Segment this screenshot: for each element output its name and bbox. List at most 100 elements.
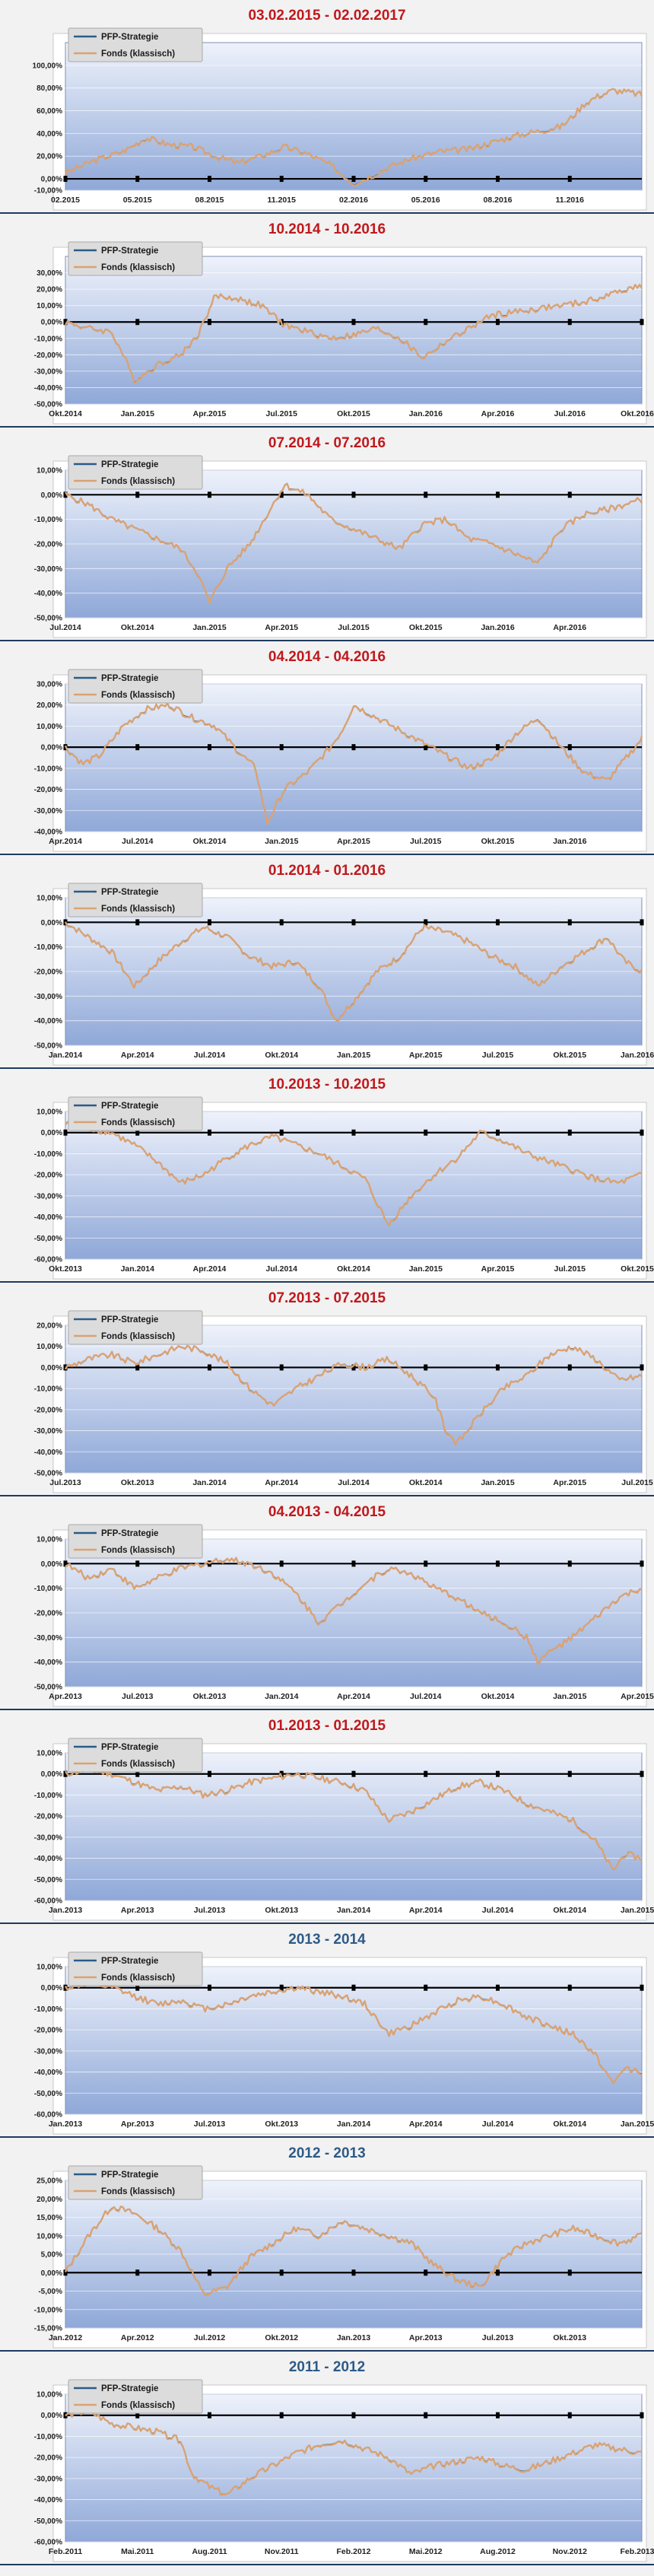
zero-line-marker	[640, 1129, 644, 1136]
y-tick-label: -50,00%	[34, 615, 62, 623]
y-tick-label: -20,00%	[34, 351, 62, 360]
y-tick-label: -10,00%	[34, 187, 62, 196]
x-tick-label: Okt.2016	[621, 409, 654, 418]
y-tick-label: 60,00%	[37, 107, 62, 116]
y-tick-label: 10,00%	[37, 2232, 62, 2240]
zero-line-marker	[135, 1560, 140, 1567]
zero-line-marker	[424, 2412, 428, 2419]
y-tick-label: -40,00%	[34, 1855, 62, 1863]
zero-line-marker	[351, 491, 356, 498]
chart-title: 2012 - 2013	[288, 2145, 365, 2161]
x-tick-label: Jul.2014	[122, 837, 154, 846]
zero-line-marker	[496, 2412, 500, 2419]
zero-line-marker	[279, 1984, 284, 1991]
y-tick-label: -20,00%	[34, 2027, 62, 2035]
y-tick-label: -30,00%	[34, 1427, 62, 1436]
x-tick-label: Okt.2015	[621, 1264, 654, 1274]
x-tick-label: Jan.2014	[337, 2120, 371, 2129]
x-tick-label: 05.2015	[123, 196, 152, 205]
y-tick-label: -50,00%	[34, 1876, 62, 1884]
legend-box	[68, 2379, 203, 2414]
y-tick-label: 0,00%	[41, 319, 62, 327]
zero-line-marker	[567, 1129, 572, 1136]
x-tick-label: Jan.2015	[481, 1478, 515, 1487]
x-tick-label: Apr.2013	[121, 2120, 154, 2129]
y-tick-label: -20,00%	[34, 541, 62, 549]
legend-label: PFP-Strategie	[101, 1743, 158, 1752]
legend-label: PFP-Strategie	[101, 2171, 158, 2180]
chart-title: 2011 - 2012	[289, 2359, 365, 2375]
x-tick-label: Apr.2015	[337, 837, 370, 846]
x-tick-label: Jan.2015	[337, 1051, 371, 1060]
chart-panel: 2012 - 2013 -15,00% -10,00% -5,00% 0,00% 5,00…	[0, 2138, 654, 2352]
x-tick-label: Apr.2015	[265, 623, 298, 632]
legend: PFP-Strategie Fonds (klassisch)	[68, 241, 203, 276]
chart-title: 07.2013 - 07.2015	[268, 1290, 386, 1306]
y-tick-label: 10,00%	[37, 467, 62, 475]
y-tick-label: -10,00%	[34, 2433, 62, 2441]
y-tick-label: 0,00%	[41, 744, 62, 752]
zero-line-marker	[567, 2269, 572, 2276]
x-tick-label: Jan.2013	[49, 1906, 83, 1915]
y-tick-label: 100,00%	[33, 62, 63, 70]
zero-line-marker	[567, 1770, 572, 1777]
x-tick-label: Jul.2015	[410, 837, 442, 846]
zero-line-marker	[208, 1364, 211, 1371]
x-tick-label: Apr.2015	[409, 1051, 443, 1060]
zero-line-marker	[351, 1364, 356, 1371]
x-tick-label: Feb.2011	[49, 2547, 83, 2556]
zero-line-marker	[208, 2412, 211, 2419]
y-tick-label: -50,00%	[34, 1042, 62, 1051]
series-fonds-klassisch	[64, 2206, 643, 2297]
zero-line-marker	[640, 2412, 644, 2419]
chart-svg: 01.2013 - 01.2015 -60,00% -50,00% -40,00% -3…	[34, 1718, 654, 1921]
legend-label: PFP-Strategie	[101, 888, 158, 897]
y-tick-label: -20,00%	[34, 968, 62, 977]
series-fonds-klassisch	[64, 1766, 643, 1871]
chart-svg: 10.2013 - 10.2015 -60,00% -50,00% -40,00% -3…	[34, 1077, 654, 1280]
plot-area	[65, 2393, 643, 2543]
chart-svg: 04.2014 - 04.2016 -40,00% -30,00% -20,00% -1…	[34, 649, 647, 852]
zero-line-marker	[424, 491, 428, 498]
y-tick-label: 10,00%	[37, 723, 62, 731]
x-tick-label: Feb.2012	[337, 2547, 371, 2556]
zero-line-marker	[424, 1364, 428, 1371]
zero-line-marker	[640, 1770, 644, 1777]
zero-line-marker	[279, 2412, 284, 2419]
y-tick-label: -30,00%	[34, 1833, 62, 1842]
x-tick-label: Jan.2016	[553, 837, 587, 846]
x-tick-label: Okt.2013	[49, 1264, 82, 1274]
x-tick-label: Jul.2014	[482, 2120, 514, 2129]
zero-line-marker	[496, 1364, 500, 1371]
x-tick-label: 02.2016	[339, 196, 368, 205]
zero-line-marker	[63, 1560, 68, 1567]
x-tick-label: Apr.2013	[49, 1692, 82, 1701]
y-tick-label: 0,00%	[41, 1560, 62, 1569]
x-tick-label: Apr.2014	[265, 1478, 298, 1487]
chart-panel: 01.2014 - 01.2016 -50,00% -40,00% -30,00% -2…	[0, 855, 654, 1069]
y-tick-label: 20,00%	[37, 701, 62, 710]
y-tick-label: -10,00%	[34, 765, 62, 773]
x-tick-label: Jul.2013	[194, 2120, 226, 2129]
y-tick-label: 15,00%	[37, 2214, 62, 2222]
x-tick-label: Okt.2013	[553, 2333, 586, 2342]
chart-title: 04.2013 - 04.2015	[268, 1504, 386, 1520]
chart-svg: 01.2014 - 01.2016 -50,00% -40,00% -30,00% -2…	[34, 863, 654, 1066]
x-tick-label: Jul.2015	[554, 1264, 586, 1274]
zero-line-marker	[424, 1984, 428, 1991]
x-tick-label: Jan.2015	[121, 409, 155, 418]
chart-svg: 2013 - 2014 -60,00% -50,00% -40,00% -30,00% -…	[34, 1932, 654, 2135]
x-tick-label: Jul.2014	[410, 1692, 442, 1701]
zero-line-marker	[208, 919, 211, 926]
x-tick-label: Okt.2014	[121, 623, 154, 632]
x-tick-label: Jan.2015	[621, 1906, 654, 1915]
zero-line-marker	[279, 2269, 284, 2276]
x-tick-label: Apr.2013	[121, 1906, 154, 1915]
legend-label: PFP-Strategie	[101, 2384, 158, 2393]
zero-line-marker	[208, 744, 211, 751]
y-tick-label: -40,00%	[34, 590, 62, 598]
x-tick-label: Jan.2014	[265, 1692, 299, 1701]
y-tick-label: 0,00%	[41, 1129, 62, 1137]
y-tick-label: -40,00%	[34, 2069, 62, 2077]
x-tick-label: 08.2016	[484, 196, 513, 205]
